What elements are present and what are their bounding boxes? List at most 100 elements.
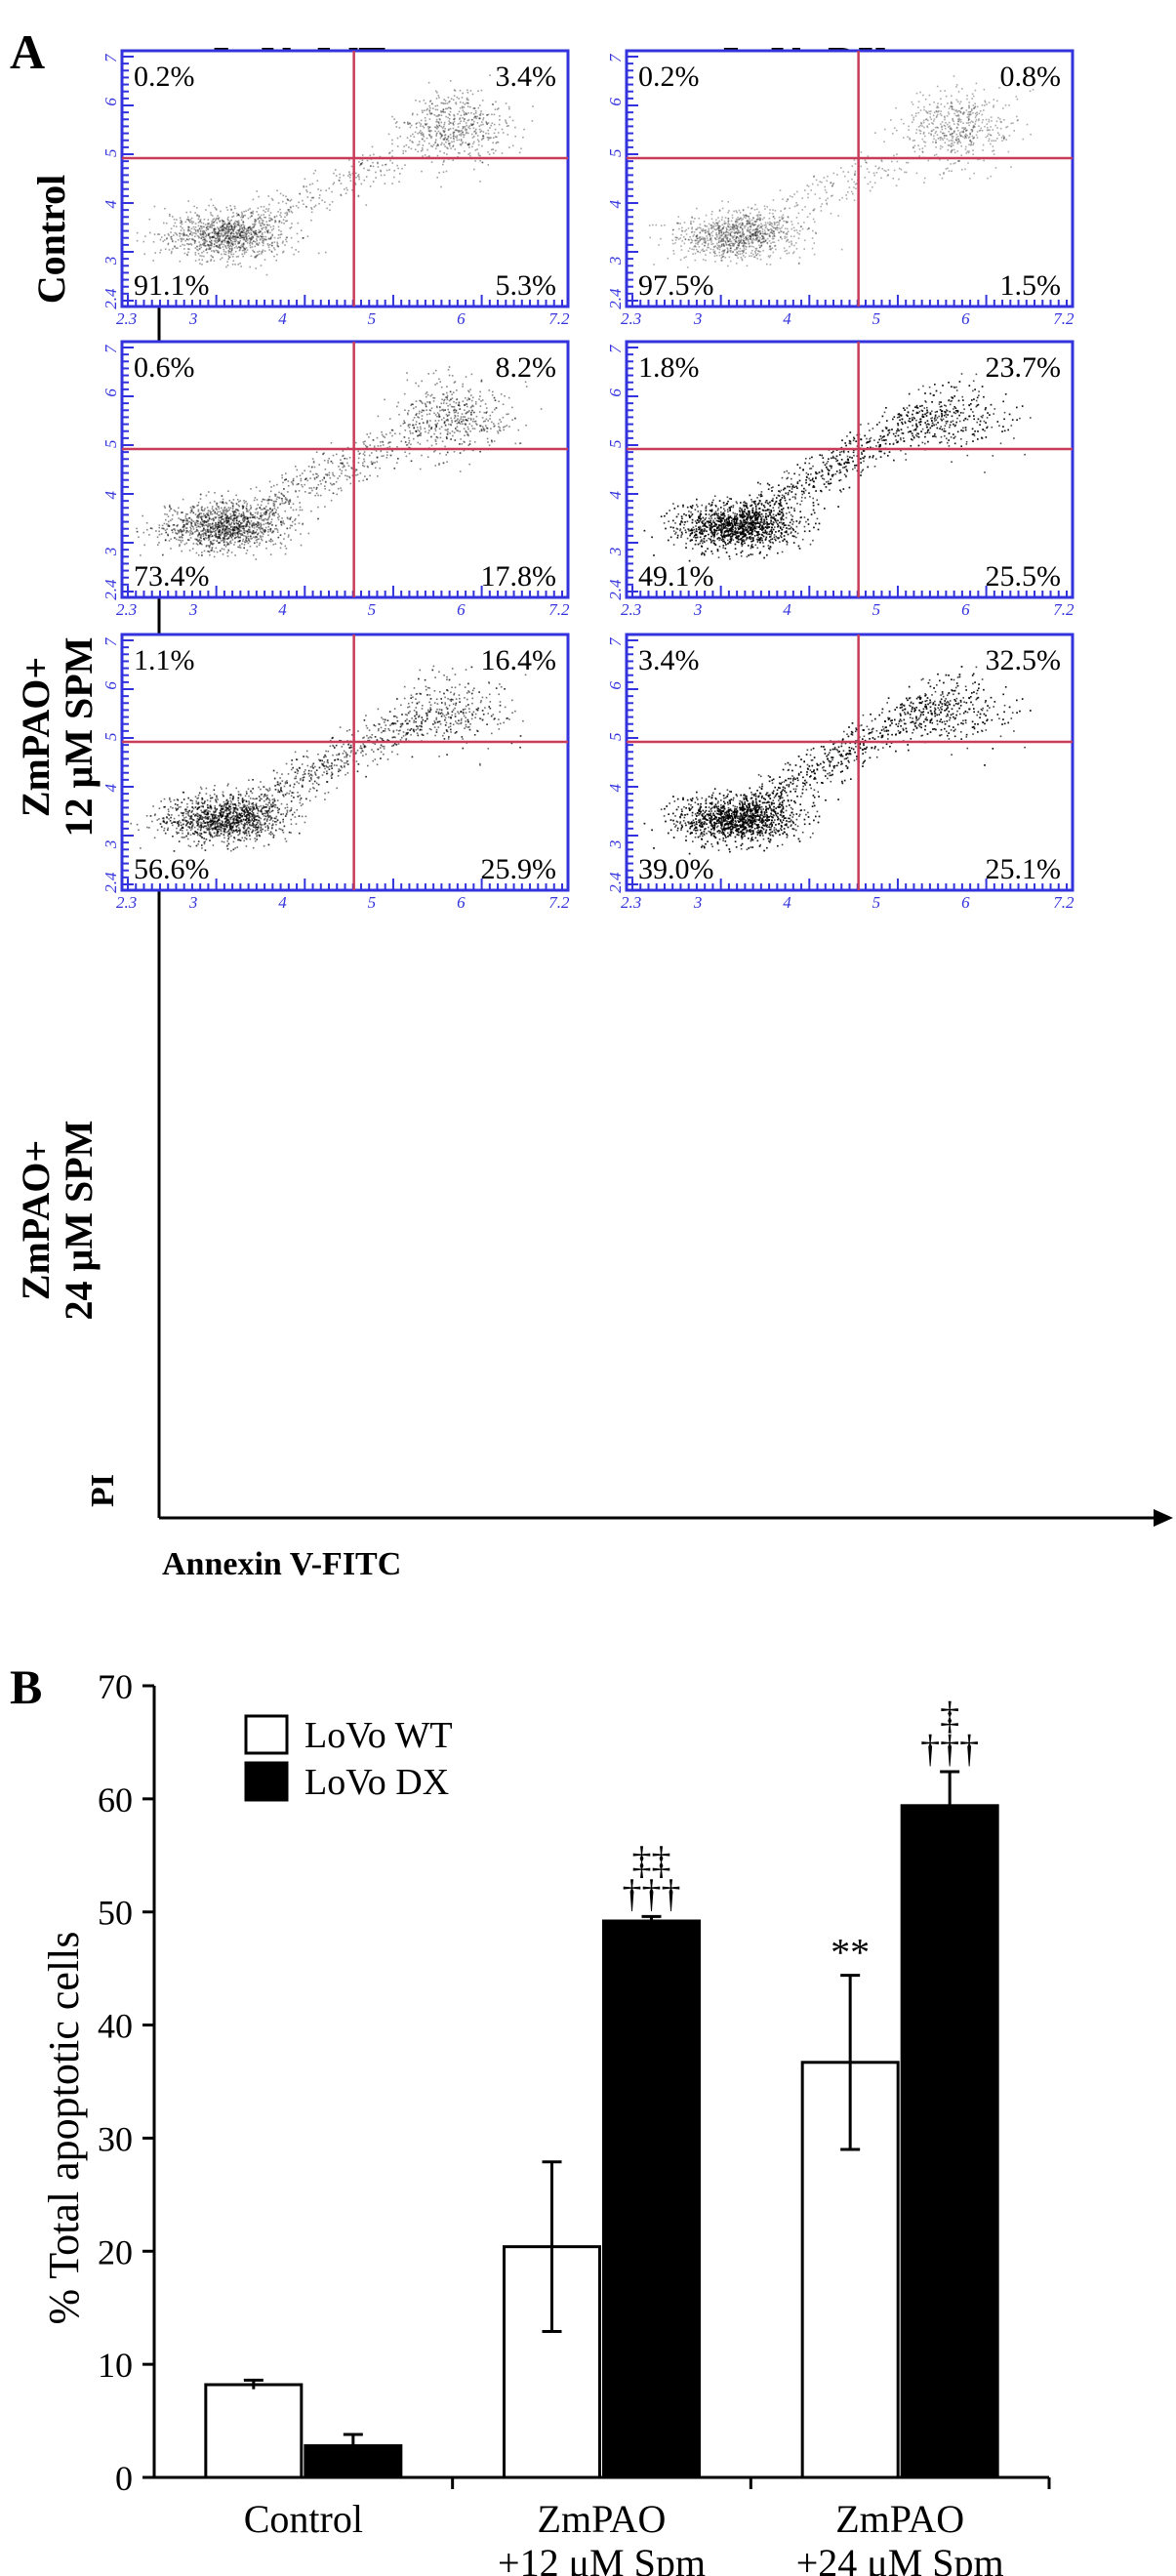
flow-dot	[719, 246, 721, 249]
flow-dot	[898, 178, 900, 181]
flow-dot	[990, 116, 993, 118]
flow-dot	[224, 234, 227, 237]
flow-dot	[241, 249, 244, 252]
flow-dot	[734, 254, 737, 256]
flow-dot	[853, 186, 855, 188]
flow-dot	[972, 112, 974, 114]
flow-ticks	[122, 56, 563, 307]
flow-dot	[187, 243, 190, 246]
flow-dot	[736, 241, 738, 244]
flow-dot	[370, 165, 372, 167]
flow-dot	[727, 250, 729, 252]
flow-dot	[691, 216, 693, 219]
flow-dot	[961, 106, 964, 109]
flow-dot	[748, 230, 750, 232]
flow-x-tick-label: 5	[872, 309, 881, 328]
flow-dot	[440, 185, 442, 188]
flow-dot	[737, 216, 739, 219]
flow-dot	[445, 402, 448, 405]
flow-x-tick-label: 3	[693, 309, 703, 328]
flow-dot	[720, 234, 722, 236]
flow-dot	[244, 541, 247, 544]
flow-dot	[996, 127, 998, 129]
flow-dot	[248, 509, 251, 511]
flow-dot	[253, 532, 255, 535]
flow-dot	[182, 233, 185, 236]
flow-dot	[254, 245, 257, 248]
flow-dot	[474, 149, 477, 151]
flow-dot	[223, 525, 225, 527]
flow-dot	[960, 131, 963, 133]
flow-dot	[271, 508, 274, 511]
flow-dot	[750, 212, 751, 215]
flow-dot	[214, 237, 217, 240]
flow-dot	[917, 144, 919, 146]
flow-dot	[458, 421, 460, 424]
flow-dot	[741, 224, 744, 225]
flow-dot	[192, 532, 194, 535]
flow-dot	[289, 206, 292, 208]
flow-dot	[727, 201, 729, 203]
flow-dot	[212, 519, 215, 522]
flow-dot	[247, 217, 250, 220]
flow-dot	[426, 108, 427, 111]
flow-dot	[660, 237, 662, 240]
flow-dot	[206, 516, 208, 518]
flow-dot	[241, 532, 243, 535]
flow-dot	[502, 132, 505, 134]
flow-dot	[773, 230, 775, 233]
flow-dot	[950, 163, 952, 165]
flow-dot	[391, 450, 393, 453]
flow-dot	[752, 238, 754, 241]
flow-dot	[250, 212, 253, 215]
flow-dot	[243, 238, 246, 240]
flow-dot	[181, 536, 182, 538]
flow-dot	[950, 145, 953, 147]
flow-dot	[267, 210, 269, 212]
flow-dot	[245, 233, 247, 235]
flow-dot	[185, 219, 188, 221]
flow-dot	[231, 533, 233, 536]
flow-dot	[477, 143, 480, 146]
flow-dot	[720, 245, 722, 248]
flow-dot	[138, 536, 140, 539]
flow-dot	[215, 219, 217, 221]
flow-dot	[251, 243, 254, 245]
flow-dot	[310, 208, 313, 210]
flow-dot	[223, 232, 226, 235]
flow-dot	[664, 224, 666, 226]
flow-dot	[239, 231, 242, 233]
flow-dot	[263, 519, 265, 522]
flow-dot	[324, 485, 326, 487]
flow-dot	[229, 232, 232, 235]
flow-dot	[750, 237, 751, 240]
flow-dot	[721, 216, 723, 219]
flow-dot	[743, 245, 745, 248]
flow-dot	[769, 231, 772, 233]
flow-dot	[934, 126, 937, 129]
flow-dot	[398, 413, 400, 416]
flow-dot	[189, 221, 191, 224]
flow-dot	[367, 169, 369, 172]
flow-dot	[769, 245, 771, 247]
flow-dot	[182, 533, 183, 536]
flow-dot	[742, 252, 744, 255]
flow-dot	[207, 234, 210, 236]
flow-dot	[305, 205, 307, 208]
flow-x-tick-label: 7.2	[1053, 309, 1075, 328]
flow-dot	[755, 234, 758, 237]
flow-dot	[388, 441, 390, 443]
flow-dot	[738, 231, 740, 234]
flow-dot	[419, 101, 421, 102]
flow-dot	[917, 126, 920, 128]
flow-dot	[285, 478, 287, 480]
flow-dot	[266, 229, 268, 232]
flow-dot	[495, 101, 497, 103]
flow-dot	[998, 134, 1000, 136]
flow-dot	[166, 237, 168, 240]
flow-dot	[771, 237, 774, 240]
flow-dot	[283, 488, 285, 490]
flow-dot	[246, 232, 248, 235]
flow-dot	[720, 239, 722, 241]
flow-dot	[188, 220, 190, 223]
